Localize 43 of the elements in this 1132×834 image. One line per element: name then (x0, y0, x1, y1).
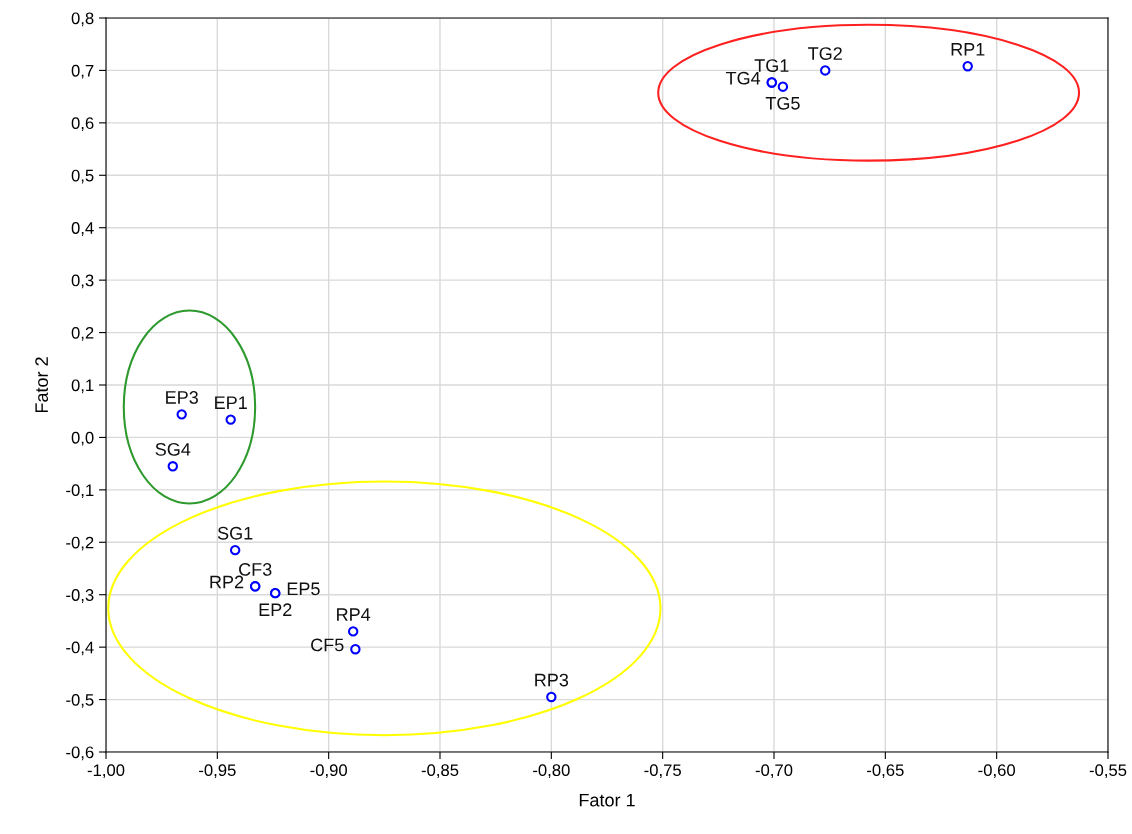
data-label: TG2 (808, 47, 842, 60)
x-tick-label: -0,95 (199, 764, 236, 779)
data-label: SG4 (155, 442, 191, 456)
y-tick-label: -0,3 (66, 589, 94, 603)
y-tick-label: -0,4 (66, 641, 94, 656)
y-tick-label: 0,4 (71, 222, 94, 236)
x-tick-label: -0,80 (533, 764, 570, 779)
data-label: TG1 (754, 59, 789, 72)
data-label: RP2 (210, 575, 244, 589)
data-label: CF5 (311, 638, 344, 652)
data-label: TG4 (725, 71, 761, 85)
y-tick-label: 0,6 (71, 117, 94, 132)
y-tick-label: -0,1 (66, 484, 94, 499)
data-label: CF3 (239, 563, 272, 576)
x-tick-label: -0,75 (644, 764, 681, 779)
data-label: TG5 (765, 96, 800, 110)
data-label: EP1 (215, 396, 247, 409)
y-tick-label: -0,6 (66, 746, 94, 761)
y-tick-label: 0,2 (71, 326, 94, 341)
x-tick-label: -0,55 (1089, 764, 1127, 779)
y-tick-label: 0,3 (71, 274, 94, 289)
y-tick-label: 0,7 (71, 64, 94, 79)
data-label: SG1 (217, 526, 253, 540)
y-tick-label: 0,0 (71, 431, 94, 446)
data-label: EP3 (166, 391, 198, 404)
data-label: RP1 (951, 43, 985, 56)
data-label: RP4 (337, 608, 371, 621)
y-tick-label: -0,2 (66, 536, 94, 551)
y-tick-label: 0,5 (71, 169, 94, 184)
y-tick-label: 0,1 (71, 379, 94, 394)
data-label: EP5 (287, 582, 320, 596)
x-tick-label: -0,65 (867, 764, 904, 779)
data-label: RP3 (535, 673, 569, 687)
x-tick-label: -0,60 (978, 764, 1016, 779)
x-tick-label: -0,90 (310, 764, 348, 779)
x-axis-title: Fator 1 (579, 793, 635, 807)
y-tick-label: -0,5 (66, 693, 94, 708)
x-tick-label: -1,00 (87, 764, 125, 779)
y-tick-label: 0,8 (71, 12, 94, 27)
x-tick-label: -0,70 (755, 764, 793, 779)
y-axis-title: Fator 2 (35, 357, 49, 413)
data-label: EP2 (259, 603, 292, 616)
x-tick-label: -0,85 (421, 764, 459, 779)
